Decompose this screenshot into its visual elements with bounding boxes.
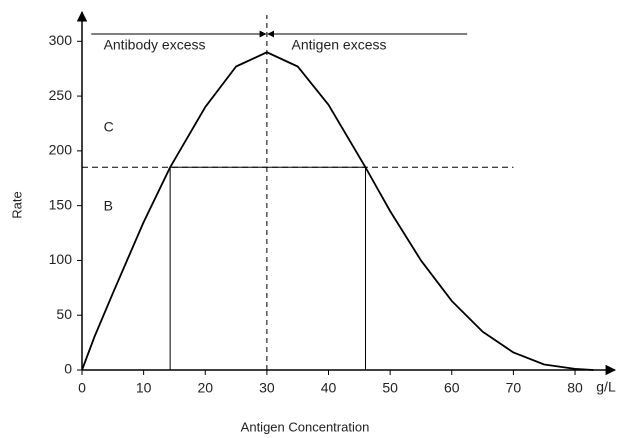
annotation: Antigen excess (292, 37, 387, 53)
y-tick-label: 100 (49, 251, 73, 267)
x-tick-label: 60 (444, 380, 460, 396)
y-tick-label: 300 (49, 32, 73, 48)
y-axis-label: Rate (9, 191, 24, 218)
annotation: C (104, 119, 114, 135)
y-tick-label: 150 (49, 196, 73, 212)
y-tick-label: 250 (49, 87, 73, 103)
annotation: B (104, 198, 113, 214)
x-tick-label: 20 (197, 380, 213, 396)
x-tick-label: 30 (259, 380, 275, 396)
x-tick-label: 80 (567, 380, 583, 396)
annotation: Antibody excess (104, 37, 206, 53)
x-tick-label: 70 (506, 380, 522, 396)
x-tick-label: 10 (136, 380, 152, 396)
y-tick-label: 50 (56, 306, 72, 322)
x-axis-label: Antigen Concentration (241, 419, 370, 434)
x-unit: g/L (596, 379, 616, 395)
x-tick-label: 50 (382, 380, 398, 396)
y-tick-label: 200 (49, 142, 73, 158)
x-tick-label: 40 (321, 380, 337, 396)
curve (81, 51, 594, 371)
x-tick-label: 0 (78, 380, 86, 396)
y-tick-label: 0 (64, 361, 72, 377)
